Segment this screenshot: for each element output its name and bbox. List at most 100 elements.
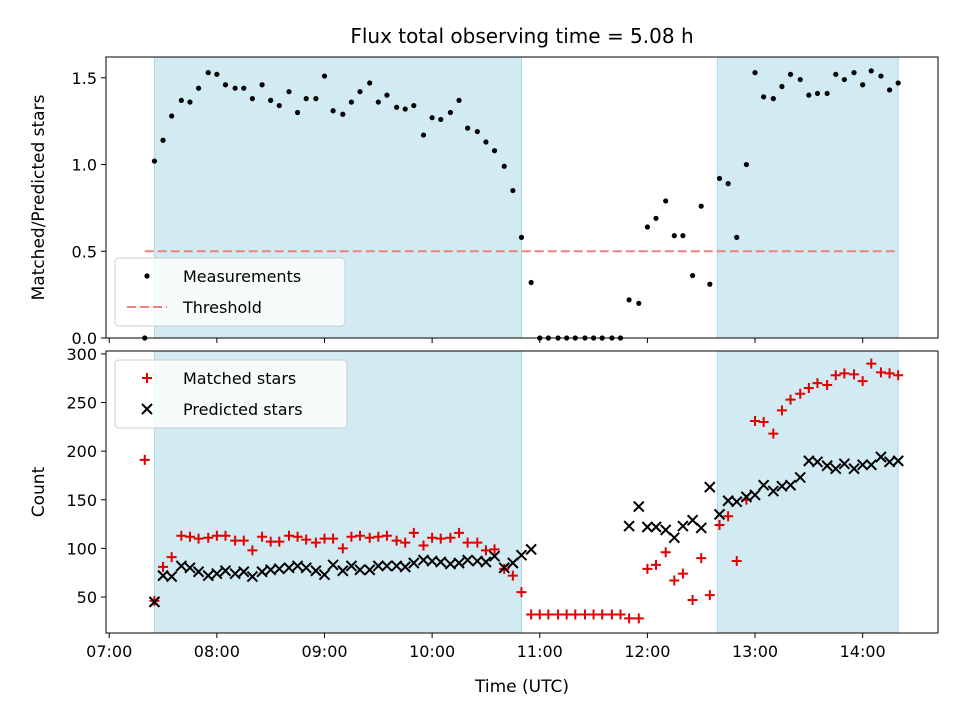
predicted-point [525,543,537,556]
matched-point [633,613,644,624]
measurement-point [474,128,480,135]
measurement-point [886,87,893,93]
x-axis-label: Time (UTC) [474,677,569,697]
predicted-point [749,489,761,501]
measurement-point [286,89,292,95]
measurement-point [787,71,794,77]
predicted-point [461,554,474,566]
predicted-point [283,562,295,574]
measurement-point [232,85,238,91]
measurement-point [429,115,435,121]
x-tick-label: 11:00 [517,642,563,661]
matched-point [480,545,491,556]
matched-point [696,553,707,564]
predicted-point [327,559,339,571]
y-tick-label: 150 [66,491,97,510]
measurement-point [447,109,454,116]
measurement-point [491,148,498,154]
matched-point [292,531,303,542]
matched-point [857,376,868,387]
measurement-point [456,97,462,103]
predicted-point [677,520,689,532]
observing-span [716,56,899,339]
x-tick-label: 07:00 [86,642,132,661]
measurement-point [394,104,400,110]
predicted-point [821,460,833,472]
legend: Matched stars Predicted stars [114,359,348,429]
matched-point [230,535,241,546]
measurement-point [348,99,355,105]
predicted-point [246,570,259,583]
predicted-point [238,566,250,578]
legend-matched-marker [142,373,152,383]
matched-point [714,520,725,531]
measurement-point [868,68,874,74]
measurement-point [340,111,346,117]
x-tick-label: 08:00 [194,642,240,661]
matched-point [803,382,814,393]
predicted-point [148,596,161,608]
predicted-point [318,568,331,581]
predicted-point [731,496,743,508]
matched-point [570,609,581,620]
matched-point [839,368,850,379]
predicted-point [399,561,411,573]
legend: Measurements Threshold [114,257,346,327]
measurement-point [357,89,363,95]
predicted-point [184,562,196,574]
legend-label: Matched stars [183,369,296,388]
matched-point [472,537,483,548]
predicted-point [219,565,232,577]
y-tick-label: 50 [77,588,97,607]
predicted-point [453,557,465,569]
predicted-point [767,485,780,497]
measurement-point [169,113,175,119]
matched-point [758,416,769,427]
count-panel: 50 100 150 200 250 300 07:00 08:00 09:00 10:00 11:… [29,345,939,697]
predicted-point [838,458,851,470]
predicted-point [175,560,188,572]
y-axis-label: Count [29,466,49,517]
predicted-point [848,462,860,475]
legend-box [114,359,348,429]
matched-point [355,530,366,541]
matched-point [615,609,626,620]
matched-point [489,544,500,555]
matched-point [435,533,446,544]
measurement-point [716,175,723,182]
matched-point [553,609,564,620]
matched-point [373,531,384,542]
matched-point [418,540,429,551]
legend-predicted-marker [141,403,153,415]
predicted-point [641,521,654,533]
x-tick-label: 09:00 [301,642,347,661]
predicted-point [794,471,806,484]
y-tick-label: 1.5 [72,69,97,88]
measurement-point [259,82,265,88]
matched-point [660,547,671,558]
measurement-point [402,106,408,112]
measurement-point [249,96,255,102]
y-axis-label: Matched/Predicted stars [29,94,49,300]
matched-point [723,511,734,522]
matched-point [597,609,608,620]
matched-point [274,536,285,547]
matched-point [526,609,537,620]
matched-point [211,530,222,541]
predicted-point [435,556,447,568]
matched-point [283,530,294,541]
matched-point [427,532,438,543]
matched-point [203,532,214,543]
measurement-point [698,203,704,209]
predicted-point [784,479,797,491]
matched-point [346,531,357,542]
legend-label: Predicted stars [183,400,303,419]
measurement-point [303,96,309,102]
matched-point [750,416,761,427]
matched-point [579,609,590,620]
x-tick-label: 14:00 [840,642,886,661]
measurement-point [734,234,740,240]
measurement-point [878,73,884,79]
matched-point [337,543,348,554]
